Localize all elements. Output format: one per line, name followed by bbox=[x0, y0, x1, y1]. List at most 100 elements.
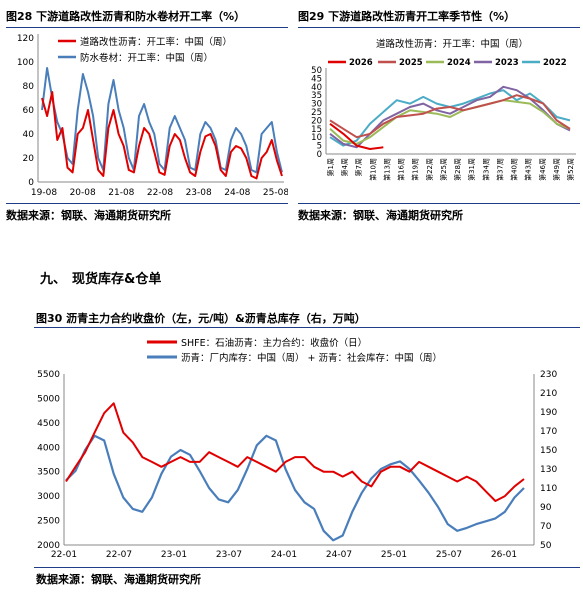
fig30-ytick-left-label: 5500 bbox=[37, 370, 60, 380]
fig29-xtick-label: 第40周 bbox=[510, 158, 519, 181]
fig29-ytick-label: 5 bbox=[317, 142, 322, 152]
fig29-xtick-label: 第34周 bbox=[481, 158, 490, 181]
fig29-source: 数据来源：钢联、海通期货研究所 bbox=[298, 209, 463, 222]
fig30-ytick-left-label: 5000 bbox=[37, 394, 60, 404]
fig28-ytick-label: 80 bbox=[23, 82, 35, 92]
fig29-legend-2026: 2026 bbox=[349, 58, 373, 68]
fig28-ytick-label: 120 bbox=[17, 34, 34, 44]
fig30-ytick-right-label: 130 bbox=[540, 465, 557, 475]
fig30-xtick-label: 23-07 bbox=[216, 550, 242, 560]
fig28-ytick-label: 60 bbox=[23, 106, 35, 116]
fig28-title: 图28 下游道路改性沥青和防水卷材开工率（%） bbox=[6, 10, 246, 23]
fig30-series-price-line bbox=[65, 402, 525, 502]
fig29-xtick-label: 第1周 bbox=[326, 158, 335, 176]
fig29-ytick-label: 0 bbox=[317, 150, 322, 160]
fig29-legend-2022: 2022 bbox=[543, 58, 567, 68]
fig28-source: 数据来源：钢联、海通期货研究所 bbox=[6, 209, 171, 222]
fig29-legend-2025: 2025 bbox=[399, 58, 423, 68]
section-number: 九、 bbox=[40, 272, 67, 287]
fig29-series-2026-line bbox=[329, 123, 384, 150]
fig28-xtick-label: 21-08 bbox=[108, 188, 134, 198]
fig28-ytick-label: 0 bbox=[28, 178, 34, 188]
fig30-xtick-label: 23-01 bbox=[161, 550, 187, 560]
fig28-legend-road: 道路改性沥青：开工率：中国（周） bbox=[80, 36, 232, 48]
fig29-legend-2024: 2024 bbox=[447, 58, 471, 68]
fig29-xtick-label: 第22周 bbox=[425, 158, 434, 181]
fig28-series-road-line bbox=[41, 91, 283, 180]
fig30-ytick-right-label: 210 bbox=[540, 389, 557, 399]
fig30-xtick-label: 24-01 bbox=[271, 550, 297, 560]
fig29-xtick-label: 第31周 bbox=[467, 158, 476, 181]
fig29-title-rule bbox=[298, 27, 580, 28]
fig30-ytick-left-label: 4000 bbox=[37, 443, 60, 453]
fig28-xtick-label: 19-08 bbox=[31, 188, 57, 198]
fig30-xtick-label: 24-07 bbox=[326, 550, 352, 560]
fig28-xtick-label: 25-08 bbox=[263, 188, 288, 198]
fig29-xtick-label: 第7周 bbox=[354, 158, 363, 176]
fig30-xtick-label: 25-07 bbox=[436, 550, 462, 560]
fig29-legend-2023: 2023 bbox=[495, 58, 519, 68]
fig30-title-rule bbox=[34, 327, 580, 328]
fig29-ytick-label: 35 bbox=[311, 91, 322, 101]
fig28-ytick-label: 40 bbox=[23, 130, 35, 140]
fig28-title-rule bbox=[6, 27, 288, 28]
fig30-ytick-left-label: 3500 bbox=[37, 468, 60, 478]
fig30-ytick-right-label: 190 bbox=[540, 408, 557, 418]
fig30-xtick-label: 22-01 bbox=[51, 550, 77, 560]
fig30-ytick-left-label: 3000 bbox=[37, 492, 60, 502]
fig30-ytick-left-label: 4500 bbox=[37, 419, 60, 429]
fig30-ytick-right-label: 230 bbox=[540, 370, 557, 380]
fig30-xtick-label: 25-01 bbox=[381, 550, 407, 560]
fig30-ytick-right-label: 110 bbox=[540, 484, 557, 494]
fig29-xtick-label: 第46周 bbox=[538, 158, 547, 181]
fig29-xtick-label: 第16周 bbox=[397, 158, 406, 181]
fig30-xtick-label: 22-07 bbox=[106, 550, 132, 560]
fig29-title: 图29 下游道路改性沥青开工率季节性（%） bbox=[298, 10, 516, 23]
fig28-xtick-label: 20-08 bbox=[70, 188, 96, 198]
fig29-bottom-rule bbox=[298, 203, 580, 204]
fig29-xtick-label: 第52周 bbox=[566, 158, 575, 181]
fig28-legend-membrane: 防水卷材：开工率：中国（周） bbox=[80, 52, 213, 64]
fig29-ytick-label: 20 bbox=[311, 116, 322, 126]
fig29-xtick-label: 第49周 bbox=[552, 158, 561, 181]
fig29-xtick-label: 第19周 bbox=[411, 158, 420, 181]
fig30-ytick-right-label: 170 bbox=[540, 427, 557, 437]
fig28-ytick-label: 100 bbox=[17, 58, 34, 68]
fig30-title: 图30 沥青主力合约收盘价（左，元/吨）&沥青总库存（右，万吨） bbox=[36, 312, 366, 325]
fig29-xtick-label: 第10周 bbox=[368, 158, 377, 181]
fig29-series-2025-line bbox=[329, 94, 571, 139]
fig29-ytick-label: 10 bbox=[311, 133, 322, 143]
fig30-ytick-right-label: 50 bbox=[540, 541, 552, 551]
fig29-xtick-label: 第37周 bbox=[495, 158, 504, 181]
fig30-chart: 2000 2500 3000 3500 4000 4500 5000 5500 50 70 90 11… bbox=[37, 337, 557, 560]
fig30-legend-inventory: 沥青：厂内库存：中国（周） + 沥青：社会库存：中国（周） bbox=[181, 352, 442, 364]
fig28-xtick-label: 22-08 bbox=[147, 188, 173, 198]
fig29-ytick-label: 50 bbox=[311, 66, 322, 76]
section-title: 现货库存&仓单 bbox=[72, 272, 162, 287]
fig28-series-membrane-line bbox=[41, 67, 283, 174]
fig30-ytick-right-label: 150 bbox=[540, 446, 557, 456]
fig30-ytick-left-label: 2500 bbox=[37, 517, 60, 527]
fig29-ytick-label: 40 bbox=[311, 83, 322, 93]
fig30-bottom-rule bbox=[34, 567, 580, 568]
fig28-ytick-label: 20 bbox=[23, 154, 35, 164]
fig28-chart: 0 20 40 60 80 100 120 19-08 20-08 21-08 22-08 23-0… bbox=[17, 34, 288, 198]
fig29-xtick-label: 第13周 bbox=[382, 158, 391, 181]
fig30-ytick-right-label: 70 bbox=[540, 522, 552, 532]
fig30-xtick-label: 26-01 bbox=[491, 550, 517, 560]
fig28-xtick-label: 24-08 bbox=[224, 188, 250, 198]
fig29-xtick-label: 第4周 bbox=[340, 158, 349, 176]
fig29-xtick-label: 第43周 bbox=[524, 158, 533, 181]
fig28-xtick-label: 23-08 bbox=[186, 188, 212, 198]
fig29-ytick-label: 30 bbox=[311, 100, 322, 110]
fig29-ytick-label: 25 bbox=[311, 108, 322, 118]
fig29-xtick-label: 第25周 bbox=[439, 158, 448, 181]
fig30-ytick-left-label: 2000 bbox=[37, 541, 60, 551]
fig30-legend-price: SHFE：石油沥青：主力合约：收盘价（日） bbox=[181, 337, 367, 349]
fig29-series-2024-line bbox=[329, 99, 571, 145]
fig29-ytick-label: 45 bbox=[311, 74, 322, 84]
fig30-series-inventory-line bbox=[65, 434, 525, 542]
fig29-xtick-label: 第28周 bbox=[453, 158, 462, 181]
fig29-subtitle: 道路改性沥青：开工率：中国（周） bbox=[376, 38, 528, 50]
